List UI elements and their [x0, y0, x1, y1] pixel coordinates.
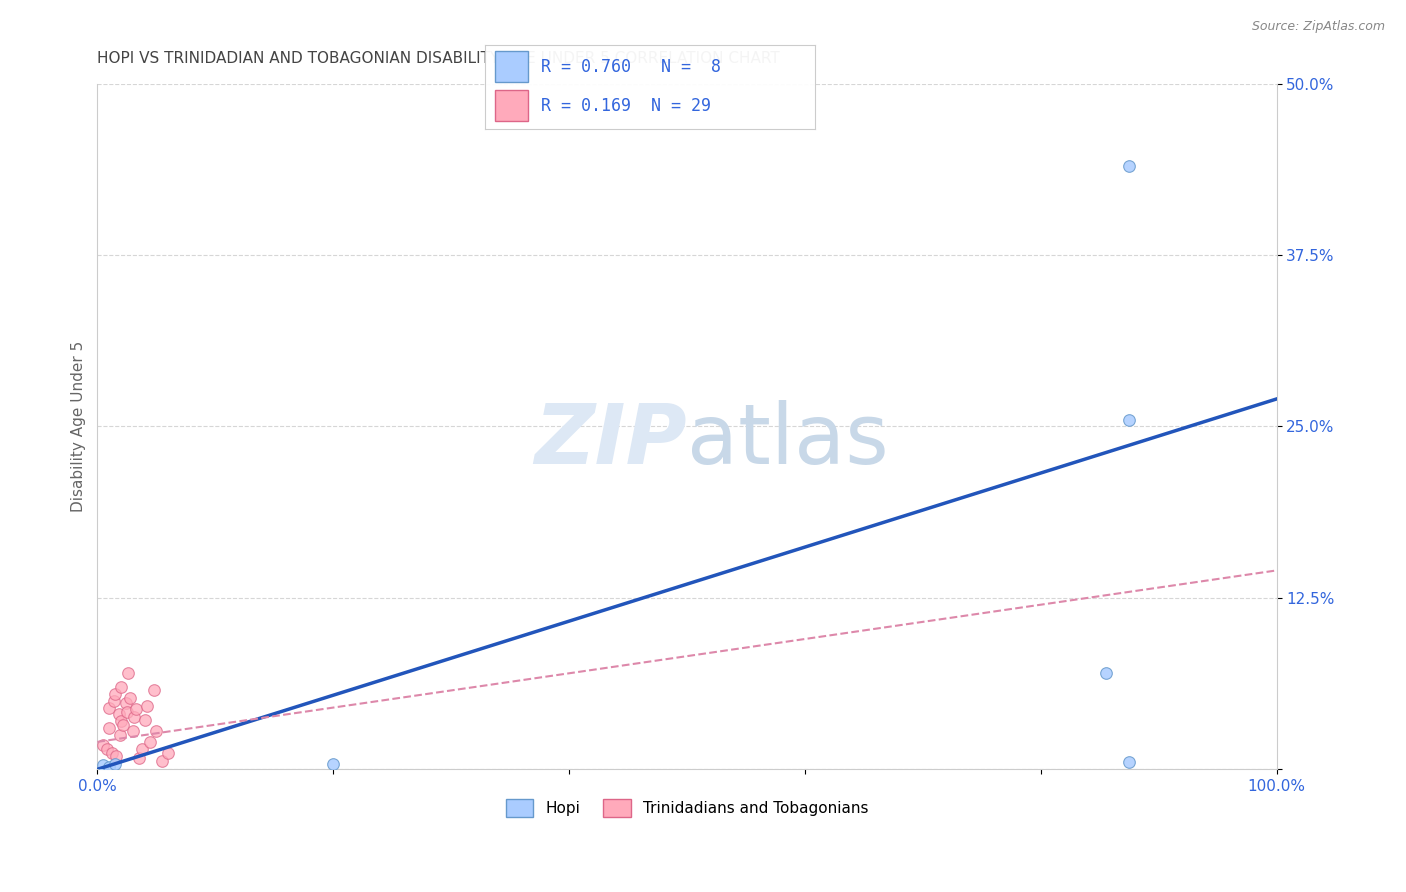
Point: [96, 741, 118, 756]
Point: [114, 697, 136, 711]
Point: [128, 751, 150, 765]
Point: [105, 748, 128, 763]
Point: [125, 702, 148, 716]
Point: [139, 735, 162, 749]
Point: [98, 721, 121, 735]
Point: [150, 754, 173, 768]
Point: [107, 707, 129, 722]
Point: [1118, 412, 1140, 426]
Point: [121, 723, 143, 738]
Point: [108, 728, 131, 742]
Point: [112, 718, 135, 732]
Point: [104, 756, 127, 771]
Point: [157, 746, 180, 760]
Text: R = 0.760   N =  8: R = 0.760 N = 8: [541, 58, 721, 76]
Point: [100, 746, 122, 760]
FancyBboxPatch shape: [495, 90, 529, 120]
Point: [134, 713, 156, 727]
Y-axis label: Disability Age Under 5: Disability Age Under 5: [72, 341, 86, 512]
Text: HOPI VS TRINIDADIAN AND TOBAGONIAN DISABILITY AGE UNDER 5 CORRELATION CHART: HOPI VS TRINIDADIAN AND TOBAGONIAN DISAB…: [97, 51, 780, 66]
Point: [131, 741, 153, 756]
Point: [135, 699, 157, 714]
Point: [1094, 666, 1116, 681]
Point: [110, 714, 132, 729]
Point: [122, 710, 145, 724]
Point: [115, 705, 138, 719]
Point: [145, 723, 167, 738]
FancyBboxPatch shape: [495, 52, 529, 82]
Point: [1118, 159, 1140, 173]
Point: [91, 758, 114, 772]
Point: [1118, 756, 1140, 770]
Point: [91, 738, 114, 752]
Point: [104, 687, 127, 701]
Text: Source: ZipAtlas.com: Source: ZipAtlas.com: [1251, 20, 1385, 33]
Text: ZIP: ZIP: [534, 400, 688, 481]
Point: [117, 666, 139, 681]
Point: [322, 756, 344, 771]
Point: [110, 680, 132, 694]
Text: atlas: atlas: [688, 400, 889, 481]
Point: [120, 690, 142, 705]
Legend: Hopi, Trinidadians and Tobagonians: Hopi, Trinidadians and Tobagonians: [499, 792, 875, 823]
Text: R = 0.169  N = 29: R = 0.169 N = 29: [541, 96, 711, 114]
Point: [98, 759, 121, 773]
Point: [103, 694, 125, 708]
Point: [98, 700, 121, 714]
Point: [142, 682, 165, 697]
